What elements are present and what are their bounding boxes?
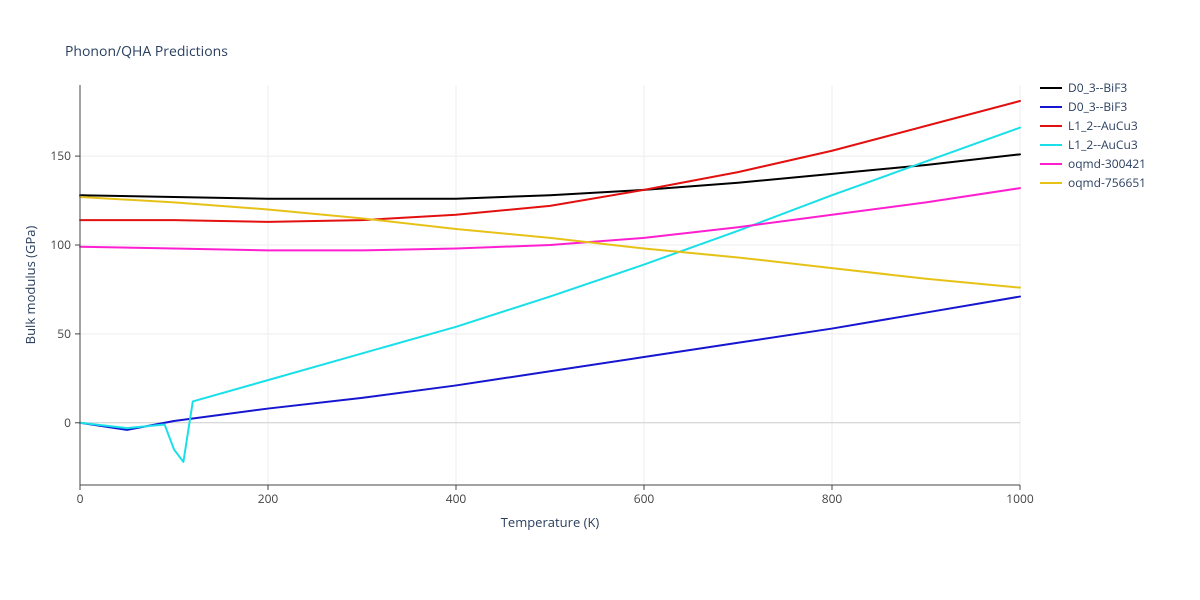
x-axis-label: Temperature (K) <box>501 513 600 531</box>
legend-label[interactable]: L1_2--AuCu3 <box>1068 136 1138 153</box>
y-axis-label: Bulk modulus (GPa) <box>21 226 39 345</box>
x-tick-label: 800 <box>822 490 843 507</box>
legend-label[interactable]: oqmd-300421 <box>1068 155 1146 172</box>
y-tick-label: 100 <box>50 236 71 253</box>
series-line[interactable] <box>80 297 1020 430</box>
y-tick-label: 0 <box>64 414 71 431</box>
x-tick-label: 400 <box>446 490 467 507</box>
series-line[interactable] <box>80 154 1020 198</box>
legend-label[interactable]: oqmd-756651 <box>1068 174 1146 191</box>
legend-label[interactable]: D0_3--BiF3 <box>1068 98 1127 115</box>
x-tick-label: 1000 <box>1006 490 1034 507</box>
y-tick-label: 50 <box>57 325 71 342</box>
y-tick-label: 150 <box>50 147 71 164</box>
chart-canvas: 0 200 400 600 800 1000 0 50 100 150 Temperature (K… <box>0 0 1200 600</box>
series-line[interactable] <box>80 101 1020 222</box>
series-line[interactable] <box>80 128 1020 462</box>
x-tick-label: 200 <box>258 490 279 507</box>
legend-label[interactable]: D0_3--BiF3 <box>1068 79 1127 96</box>
x-tick-label: 0 <box>77 490 84 507</box>
x-tick-label: 600 <box>634 490 655 507</box>
legend-label[interactable]: L1_2--AuCu3 <box>1068 117 1138 134</box>
series-line[interactable] <box>80 197 1020 288</box>
